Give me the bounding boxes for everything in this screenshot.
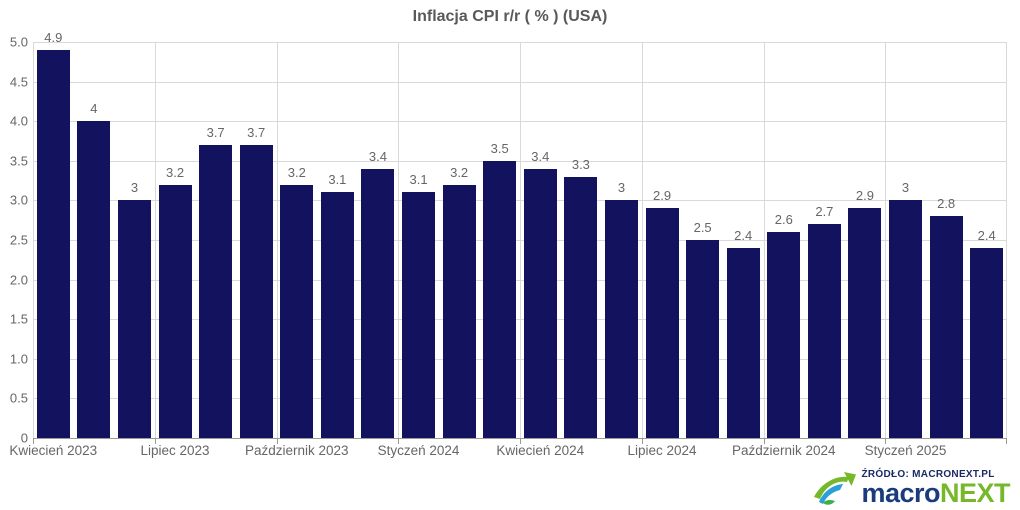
bar-value-label: 2.6	[774, 212, 793, 228]
y-axis-tick-label: 0.5	[9, 390, 28, 406]
bar-value-label: 2.9	[652, 188, 672, 204]
x-axis-tick-label: Kwiecień 2024	[496, 443, 585, 458]
bar-value-label: 4	[90, 101, 98, 117]
y-axis-tick-label: 3.0	[9, 192, 28, 208]
bar	[199, 144, 233, 438]
x-axis-tick	[155, 439, 156, 444]
bar	[929, 216, 963, 438]
bar	[645, 208, 679, 438]
x-axis-tick	[764, 439, 765, 444]
x-axis-tick-label: Styczeń 2024	[377, 443, 460, 458]
plot-area: 4.9 4 3 3.2 3.7 3.7 3.2 3.1 3.4 3.1 3.2 3.5 3.4 3.3 3 2…	[33, 30, 1007, 444]
bar-value-label: 3.1	[409, 172, 428, 188]
x-axis-tick-label: Październik 2023	[244, 443, 349, 458]
bar-value-label: 3.1	[328, 172, 347, 188]
brand-text: ŹRÓDŁO: MACRONEXT.PL macroNEXT	[861, 470, 1010, 507]
bar-value-label: 3.5	[490, 140, 509, 156]
bar-value-label: 2.8	[937, 196, 956, 212]
x-axis-tick	[642, 439, 643, 444]
x-gridline	[1006, 42, 1007, 438]
bar-value-label: 2.5	[693, 220, 712, 235]
bar	[402, 192, 436, 438]
x-axis-tick-label: Październik 2024	[731, 443, 836, 458]
bar	[36, 49, 70, 438]
y-axis-tick-label: 2.5	[9, 232, 28, 248]
bar	[239, 144, 273, 438]
bar	[807, 224, 841, 438]
bar-value-label: 2.7	[815, 204, 834, 220]
y-axis-labels: 0 0.5 1.0 1.5 2.0 2.5 3.0 3.5 4.0 4.5 5.0	[0, 35, 28, 446]
x-axis-tick	[520, 439, 521, 444]
x-gridline	[885, 42, 886, 438]
bar-value-label: 3.4	[531, 148, 550, 164]
bar	[117, 200, 151, 438]
x-axis-tick	[1006, 439, 1007, 444]
brand-wordmark-next: NEXT	[939, 478, 1011, 509]
bar-value-label: 2.9	[855, 188, 874, 204]
bar-value-label: 3.7	[247, 124, 266, 140]
brand-wordmark: macroNEXT	[861, 478, 1011, 509]
x-axis-tick	[277, 439, 278, 444]
bar-value-label: 2.4	[977, 227, 996, 243]
bar-value-label: 3.4	[368, 148, 387, 164]
x-gridline	[398, 42, 399, 438]
bar	[523, 168, 557, 438]
bar-value-label: 3.2	[165, 164, 185, 180]
bar	[970, 247, 1004, 438]
x-axis-tick-label: Styczeń 2025	[864, 443, 947, 458]
y-axis-tick-label: 0	[20, 430, 28, 446]
bar	[77, 121, 111, 438]
bar	[483, 160, 517, 438]
x-axis-labels: Kwiecień 2023 Lipiec 2023 Październik 2023…	[9, 443, 1007, 461]
x-gridline	[520, 42, 521, 438]
x-gridline	[642, 42, 643, 438]
x-gridline	[155, 42, 156, 438]
branding: ŹRÓDŁO: MACRONEXT.PL macroNEXT	[812, 470, 1011, 507]
bar	[726, 247, 760, 438]
bar-value-label: 3.3	[571, 156, 590, 172]
x-axis-tick-label: Kwiecień 2023	[9, 443, 98, 458]
x-axis-tick	[885, 439, 886, 444]
bar	[442, 184, 476, 438]
bar	[564, 176, 598, 438]
bar-value-label: 4.9	[44, 29, 63, 45]
bar-value-label: 3.7	[206, 124, 225, 140]
bar	[320, 192, 354, 438]
y-axis-tick-label: 4.5	[9, 74, 28, 90]
bar	[361, 168, 395, 438]
bar-value-label: 2.4	[734, 227, 753, 243]
x-axis-tick-label: Lipiec 2023	[140, 443, 210, 458]
x-gridline	[277, 42, 278, 438]
bar	[604, 200, 638, 438]
bar-value-label: 3	[617, 180, 626, 196]
bar-value-label: 3.2	[450, 164, 469, 180]
y-axis-tick-label: 5.0	[9, 34, 28, 50]
bar	[767, 232, 801, 438]
y-axis-tick-label: 1.0	[9, 351, 28, 367]
y-axis-tick-label: 4.0	[9, 113, 28, 129]
x-axis-tick-label: Lipiec 2024	[627, 443, 697, 458]
bar	[158, 184, 192, 438]
bar	[686, 240, 720, 438]
source-label: ŹRÓDŁO: MACRONEXT.PL	[861, 469, 995, 481]
bar-value-label: 3	[901, 180, 910, 196]
x-axis-tick	[33, 439, 34, 444]
chart-title: Inflacja CPI r/r ( % ) (USA)	[412, 8, 608, 25]
y-axis-tick-label: 2.0	[9, 272, 28, 288]
macronext-logo-icon	[814, 472, 857, 505]
y-axis-tick-label: 3.5	[9, 153, 28, 169]
bar-value-label: 3.2	[287, 164, 306, 180]
brand-wordmark-macro: macro	[861, 478, 940, 509]
x-gridline	[764, 42, 765, 438]
y-axis-tick-label: 1.5	[9, 311, 28, 327]
bar	[280, 184, 314, 438]
bar	[889, 200, 923, 438]
bar	[848, 208, 882, 438]
bar-value-label: 3	[130, 180, 139, 196]
x-gridline	[33, 42, 34, 438]
x-axis-tick	[398, 439, 399, 444]
